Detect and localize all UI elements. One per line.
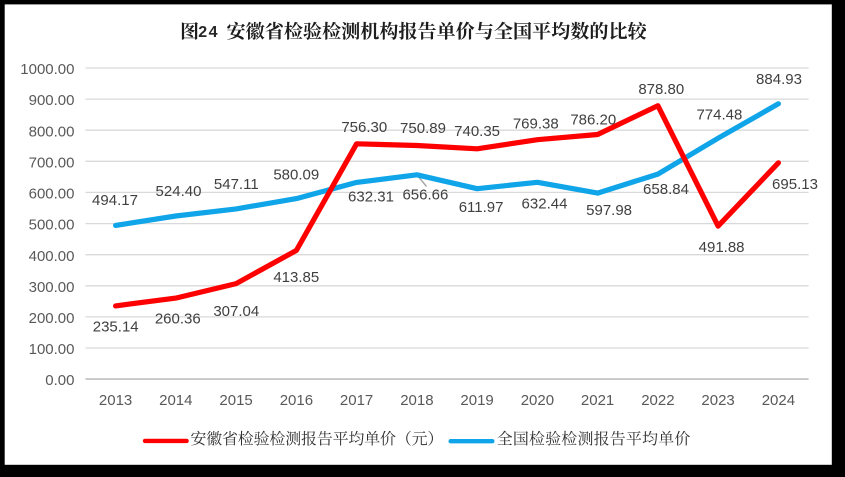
svg-text:786.20: 786.20: [570, 111, 616, 128]
svg-text:750.89: 750.89: [400, 120, 446, 137]
svg-text:1000.00: 1000.00: [20, 61, 74, 78]
svg-text:2023: 2023: [701, 392, 734, 409]
svg-text:200.00: 200.00: [29, 310, 75, 327]
svg-text:547.11: 547.11: [214, 176, 259, 193]
svg-text:800.00: 800.00: [29, 123, 75, 140]
svg-text:235.14: 235.14: [93, 319, 139, 336]
svg-text:2020: 2020: [521, 392, 554, 409]
svg-text:2019: 2019: [460, 392, 493, 409]
svg-text:2021: 2021: [581, 392, 614, 409]
svg-text:900.00: 900.00: [29, 92, 75, 109]
svg-text:100.00: 100.00: [29, 341, 75, 358]
svg-text:695.13: 695.13: [772, 176, 818, 193]
svg-text:632.31: 632.31: [348, 189, 394, 206]
svg-text:740.35: 740.35: [454, 123, 500, 140]
svg-text:524.40: 524.40: [156, 183, 202, 200]
svg-text:658.84: 658.84: [643, 181, 689, 198]
svg-text:580.09: 580.09: [273, 166, 319, 183]
svg-text:600.00: 600.00: [29, 186, 75, 203]
svg-text:300.00: 300.00: [29, 279, 75, 296]
svg-text:24: 24: [198, 24, 219, 41]
svg-text:2017: 2017: [340, 392, 373, 409]
svg-text:2016: 2016: [280, 392, 313, 409]
svg-text:756.30: 756.30: [341, 119, 387, 136]
svg-text:494.17: 494.17: [92, 192, 138, 209]
svg-text:2024: 2024: [762, 392, 795, 409]
svg-text:611.97: 611.97: [459, 199, 504, 216]
svg-text:500.00: 500.00: [29, 217, 75, 234]
svg-text:884.93: 884.93: [756, 71, 802, 88]
svg-text:774.48: 774.48: [696, 107, 742, 124]
svg-text:632.44: 632.44: [522, 195, 568, 212]
svg-text:2014: 2014: [159, 392, 192, 409]
svg-text:2018: 2018: [400, 392, 433, 409]
svg-text:769.38: 769.38: [513, 116, 559, 133]
svg-text:2022: 2022: [641, 392, 674, 409]
svg-text:400.00: 400.00: [29, 248, 75, 265]
svg-text:700.00: 700.00: [29, 154, 75, 171]
svg-text:0.00: 0.00: [45, 372, 74, 389]
svg-text:2013: 2013: [99, 392, 132, 409]
svg-text:413.85: 413.85: [273, 269, 319, 286]
svg-text:307.04: 307.04: [213, 303, 259, 320]
svg-text:597.98: 597.98: [586, 202, 632, 219]
svg-text:878.80: 878.80: [638, 81, 684, 98]
svg-text:260.36: 260.36: [155, 310, 201, 327]
svg-text:2015: 2015: [219, 392, 252, 409]
svg-text:491.88: 491.88: [699, 239, 745, 256]
svg-text:656.66: 656.66: [402, 187, 448, 204]
